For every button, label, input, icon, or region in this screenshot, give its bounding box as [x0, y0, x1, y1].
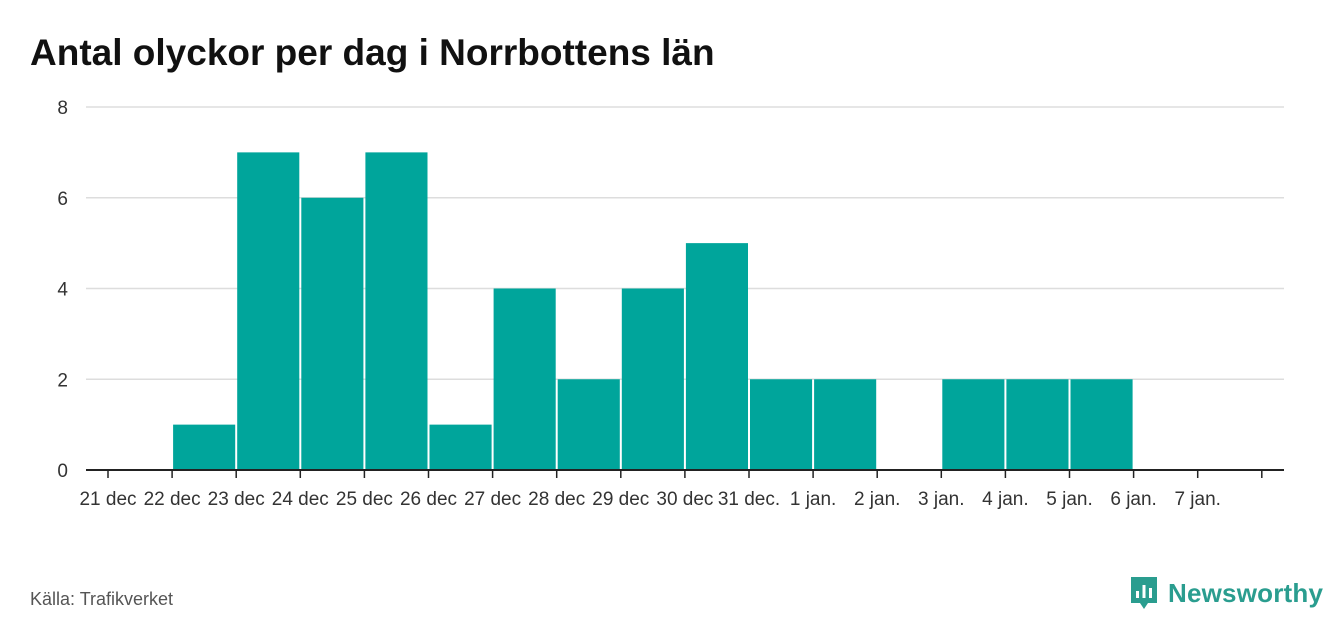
x-tick-label: 23 dec: [208, 489, 265, 510]
x-tick-label: 4 jan.: [982, 489, 1028, 510]
bar: [493, 288, 556, 470]
y-tick-label: 8: [57, 98, 68, 119]
y-tick-label: 4: [57, 280, 68, 301]
bars: [173, 152, 1133, 470]
x-tick-label: 26 dec: [400, 489, 457, 510]
newsworthy-logo-icon: [1131, 577, 1157, 609]
bar: [237, 152, 300, 470]
bar: [173, 424, 236, 470]
bar: [942, 379, 1005, 470]
bar: [429, 424, 492, 470]
bar: [365, 152, 428, 470]
x-tick-label: 21 dec: [79, 489, 136, 510]
bar-chart: 0 2 4 6 8 21 dec 22 dec 23 dec 24 dec 25 dec 26 d…: [57, 98, 1284, 510]
bar: [621, 288, 684, 470]
x-tick-label: 2 jan.: [854, 489, 900, 510]
bar: [814, 379, 877, 470]
x-tick-label: 30 dec: [656, 489, 713, 510]
x-axis-labels: 21 dec 22 dec 23 dec 24 dec 25 dec 26 dec 27 d…: [79, 489, 1220, 510]
brand-name: Newsworthy: [1168, 577, 1324, 608]
x-axis: [86, 469, 1284, 478]
x-tick-label: 28 dec: [528, 489, 585, 510]
x-tick-label: 29 dec: [592, 489, 649, 510]
x-tick-label: 25 dec: [336, 489, 393, 510]
x-tick-label: 7 jan.: [1174, 489, 1220, 510]
y-tick-label: 6: [57, 189, 68, 210]
x-tick-label: 24 dec: [272, 489, 329, 510]
x-tick-label: 1 jan.: [790, 489, 836, 510]
source-note: Källa: Trafikverket: [30, 589, 174, 609]
bar: [685, 243, 748, 470]
chart-title: Antal olyckor per dag i Norrbottens län: [30, 32, 715, 73]
x-tick-label: 27 dec: [464, 489, 521, 510]
x-tick-label: 5 jan.: [1046, 489, 1092, 510]
bar: [1070, 379, 1133, 470]
x-tick-label: 6 jan.: [1110, 489, 1156, 510]
bar: [557, 379, 620, 470]
x-tick-label: 3 jan.: [918, 489, 964, 510]
y-tick-label: 0: [57, 461, 68, 482]
y-axis-labels: 0 2 4 6 8: [57, 98, 68, 482]
bar: [750, 379, 813, 470]
brand-logo[interactable]: Newsworthy: [1129, 575, 1323, 611]
bar: [301, 197, 364, 470]
x-tick-label: 22 dec: [144, 489, 201, 510]
x-tick-label: 31 dec.: [718, 489, 780, 510]
bar: [1006, 379, 1069, 470]
y-tick-label: 2: [57, 370, 68, 391]
